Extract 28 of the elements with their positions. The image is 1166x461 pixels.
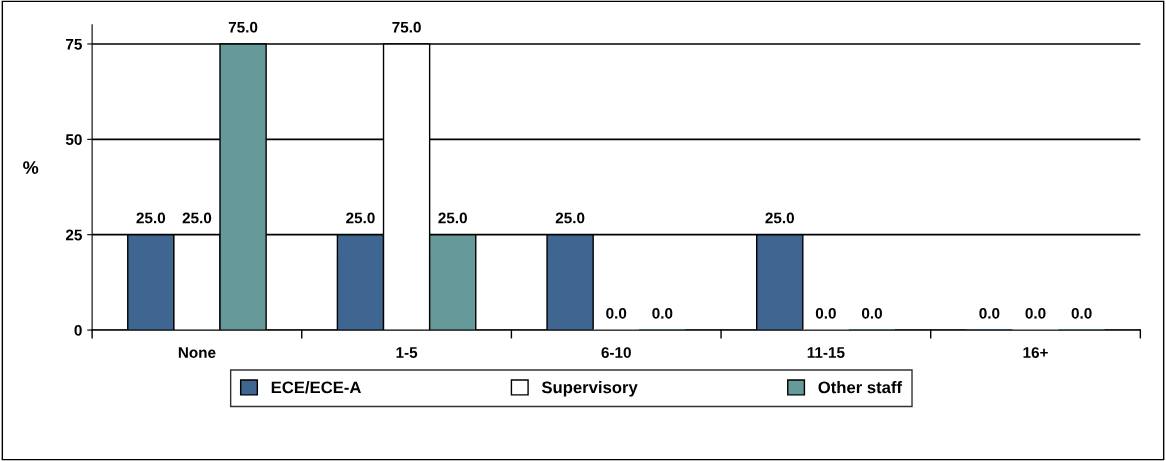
data-label: 0.0: [652, 307, 673, 319]
data-label: 0.0: [1071, 307, 1092, 319]
legend-label: Other staff: [818, 381, 903, 394]
data-label: 75.0: [228, 21, 258, 33]
legend-label: ECE/ECE-A: [271, 381, 361, 394]
x-tick-label: None: [178, 347, 216, 358]
data-label: 0.0: [1025, 307, 1046, 319]
x-tick-label: 6-10: [601, 347, 631, 358]
data-label: 25.0: [136, 212, 166, 224]
data-label: 0.0: [861, 307, 882, 319]
data-label: 75.0: [392, 21, 421, 33]
y-tick-label: 25: [65, 229, 82, 241]
data-label: 25.0: [346, 212, 375, 224]
data-label: 25.0: [765, 212, 794, 224]
data-label: 0.0: [815, 307, 836, 319]
legend-label: Supervisory: [541, 381, 638, 397]
data-label: 0.0: [979, 307, 1000, 319]
y-axis-title: %: [23, 161, 39, 174]
y-tick-label: 75: [66, 38, 82, 50]
data-label: 0.0: [606, 307, 627, 319]
data-label: 25.0: [438, 212, 467, 224]
y-tick-label: 50: [65, 134, 82, 146]
x-tick-label: 11-15: [807, 347, 845, 358]
y-tick-label: 0: [74, 324, 82, 336]
data-label: 25.0: [182, 212, 212, 224]
data-label: 25.0: [555, 212, 585, 224]
x-tick-label: 16+: [1023, 347, 1048, 358]
x-tick-label: 1-5: [396, 347, 418, 358]
